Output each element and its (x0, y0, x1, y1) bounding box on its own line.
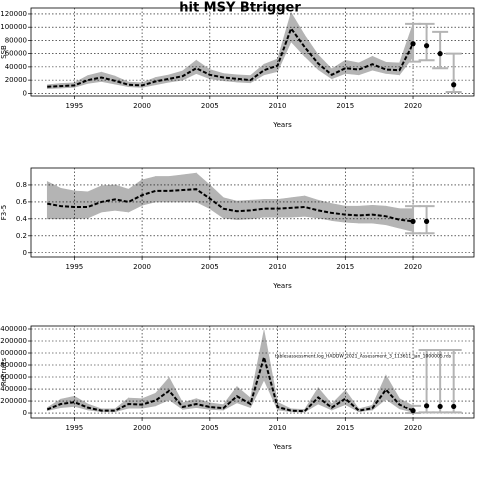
y-tick-label: 0 (23, 249, 27, 257)
median-line (47, 26, 414, 88)
plot-frame (30, 325, 475, 419)
x-tick-label: 2015 (336, 263, 354, 271)
x-tick-label: 2010 (269, 263, 287, 271)
confidence-band (101, 184, 116, 213)
y-tick-label: 0.8 (16, 181, 27, 189)
y-tick-label: 800000 (0, 361, 27, 369)
x-tick-label: 1995 (65, 102, 83, 110)
x-tick-label: 2015 (336, 424, 354, 432)
x-tick-label: 2020 (404, 263, 422, 271)
projection-point (451, 403, 457, 410)
x-axis-label: Years (272, 282, 292, 290)
y-tick-label: 1000000 (0, 349, 27, 357)
y-tick-label: 1200000 (0, 337, 27, 345)
confidence-band (290, 11, 305, 58)
x-tick-label: 2020 (404, 424, 422, 432)
confidence-band (60, 187, 75, 220)
confidence-band (155, 176, 170, 203)
confidence-band (195, 398, 211, 410)
confidence-band (114, 184, 129, 213)
x-tick-label: 2000 (133, 102, 151, 110)
projection-point (423, 403, 430, 409)
confidence-band (168, 174, 184, 203)
y-tick-label: 200000 (0, 397, 27, 405)
median-line (46, 353, 414, 413)
y-tick-label: 600000 (0, 373, 27, 381)
y-tick-label: 100000 (0, 23, 27, 31)
confidence-band (182, 172, 197, 203)
projection-point (410, 408, 416, 414)
projection-point (410, 218, 416, 224)
x-tick-label: 2015 (336, 102, 354, 110)
plot-frame (30, 7, 475, 97)
y-tick-label: 60000 (5, 50, 27, 58)
confidence-band (358, 204, 373, 224)
y-tick-label: 0 (23, 89, 27, 97)
confidence-band (46, 181, 62, 220)
x-tick-label: 2005 (201, 424, 219, 432)
x-tick-label: 1995 (65, 263, 83, 271)
y-tick-label: 1400000 (0, 325, 27, 333)
projection-point (423, 43, 430, 49)
confidence-band (385, 61, 400, 76)
y-tick-label: 400000 (0, 385, 27, 393)
y-tick-label: 0.6 (16, 198, 28, 206)
median-line (47, 188, 414, 223)
y-axis-label: Recruits (0, 357, 8, 386)
x-tick-label: 1995 (65, 424, 83, 432)
confidence-band (358, 55, 373, 76)
y-tick-label: 40000 (5, 63, 27, 71)
x-axis-label: Years (272, 121, 292, 129)
projection-point (410, 41, 416, 47)
projection-point (437, 51, 443, 57)
x-tick-label: 2020 (404, 102, 422, 110)
confidence-band (277, 12, 292, 72)
confidence-band (209, 184, 224, 219)
confidence-band (195, 172, 211, 210)
y-axis-label: F3-5 (0, 205, 8, 220)
y-tick-label: 80000 (5, 36, 27, 44)
y-tick-label: 120000 (0, 10, 27, 18)
x-tick-label: 2005 (201, 263, 219, 271)
x-tick-label: 2005 (201, 102, 219, 110)
annotation: tablesassessment.log_HADDW_2021_Assessme… (275, 354, 452, 360)
y-tick-label: 0 (23, 409, 27, 417)
y-tick-label: 0.2 (16, 232, 27, 240)
projection-point (437, 403, 443, 410)
y-tick-label: 20000 (5, 76, 27, 84)
projection-point (451, 82, 457, 88)
y-axis-label: SSB (0, 45, 8, 59)
x-tick-label: 2000 (133, 263, 151, 271)
y-tick-label: 0.4 (16, 215, 28, 223)
x-tick-label: 2010 (269, 424, 287, 432)
x-axis-label: Years (272, 443, 292, 451)
confidence-band (263, 330, 278, 411)
plot-frame (30, 167, 475, 258)
confidence-band (372, 55, 387, 74)
x-tick-label: 2000 (133, 424, 151, 432)
x-tick-label: 2010 (269, 102, 287, 110)
projection-point (423, 218, 430, 224)
confidence-band (74, 190, 89, 220)
